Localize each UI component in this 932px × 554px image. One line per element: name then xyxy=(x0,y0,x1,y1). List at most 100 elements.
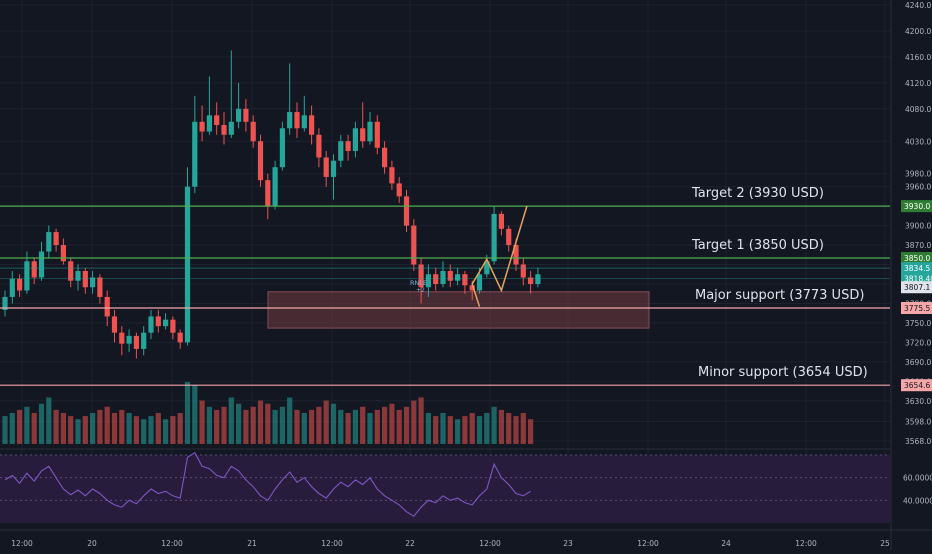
x-axis-labels: 12:00 20 12:00 21 12:00 22 12:00 23 12:00 24 12:00… xyxy=(11,539,890,548)
level-label-target2: Target 2 (3930 USD) xyxy=(691,186,824,201)
volume-bar xyxy=(2,416,8,444)
volume-bar xyxy=(163,419,169,444)
volume-bar xyxy=(506,413,512,444)
x-tick-label: 12:00 xyxy=(321,539,343,548)
candle-body xyxy=(126,335,132,344)
candle-body xyxy=(53,232,59,246)
candle-body xyxy=(382,147,388,168)
volume-bar xyxy=(75,419,81,444)
y-tick-label: 4240.0 xyxy=(905,1,931,10)
y-tick-label: 3568.0 xyxy=(905,437,931,446)
candle-body xyxy=(9,278,15,297)
volume-bar xyxy=(46,397,52,444)
candle-body xyxy=(462,274,468,286)
candle-body xyxy=(498,213,504,229)
candle-body xyxy=(476,274,483,291)
candle-body xyxy=(111,316,118,333)
candle-body xyxy=(90,277,96,288)
candle-body xyxy=(418,264,424,288)
volume-bar xyxy=(257,400,264,444)
annotation-sublabel: +2 xyxy=(416,287,425,294)
x-tick-label: 21 xyxy=(247,539,257,548)
support-zone-rect xyxy=(267,291,650,329)
annotation-label: RNLE xyxy=(410,279,427,287)
volume-bar xyxy=(425,413,431,444)
candle-body xyxy=(294,112,300,129)
volume-bar xyxy=(38,403,45,444)
volume-bar xyxy=(236,403,242,444)
volume-bar xyxy=(148,416,154,444)
candle-body xyxy=(75,271,81,281)
volume-bar xyxy=(316,406,322,444)
volume-bar xyxy=(31,413,37,444)
y-tick-label: 3870.0 xyxy=(905,241,931,250)
candle-body xyxy=(330,160,337,177)
candle-body xyxy=(155,316,161,327)
volume-bar xyxy=(228,397,234,444)
volume-bar xyxy=(68,416,74,444)
candle-body xyxy=(199,121,205,132)
candle-body xyxy=(250,121,256,142)
candle-body xyxy=(97,277,103,297)
y-tick-label: 3720.0 xyxy=(905,338,931,347)
candle-body xyxy=(345,141,351,151)
volume-bar xyxy=(17,409,23,444)
volume-bar xyxy=(323,400,329,444)
volume-bar xyxy=(177,413,183,444)
candle-body xyxy=(425,274,431,288)
volume-bar xyxy=(447,416,453,444)
candle-body xyxy=(184,186,191,343)
volume-bar xyxy=(60,413,66,444)
volume-bar xyxy=(352,409,358,444)
volume-bar xyxy=(104,406,110,444)
candle-body xyxy=(352,128,358,151)
volume-bar xyxy=(345,413,351,444)
volume-bar xyxy=(528,419,534,444)
candle-body xyxy=(2,296,8,310)
volume-bar xyxy=(243,409,249,444)
volume-bar xyxy=(24,406,30,444)
candle-body xyxy=(360,128,366,142)
y-tick-label: 3900.0 xyxy=(905,222,931,231)
rsi-tick-label: 60.0000 xyxy=(903,474,932,483)
volume-bar xyxy=(214,409,220,444)
candle-body xyxy=(513,245,519,265)
volume-bar xyxy=(170,416,176,444)
volume-bar xyxy=(141,419,147,444)
x-tick-label: 22 xyxy=(405,539,415,548)
candle-body xyxy=(38,251,45,278)
axis-tag-extra xyxy=(901,281,932,294)
volume-bar xyxy=(418,397,424,444)
volume-bar xyxy=(111,413,118,444)
volume-bar xyxy=(411,400,417,444)
x-tick-label: 12:00 xyxy=(11,539,33,548)
x-tick-label: 20 xyxy=(87,539,97,548)
candle-body xyxy=(177,332,183,343)
candle-body xyxy=(411,225,417,265)
y-tick-label: 3598.0 xyxy=(905,418,931,427)
candles xyxy=(2,50,541,359)
volume-bar xyxy=(367,413,373,444)
volume-bar xyxy=(287,397,293,444)
candle-body xyxy=(214,115,220,126)
volume-bar xyxy=(433,416,439,444)
volume-bar xyxy=(498,409,504,444)
candle-body xyxy=(367,121,373,142)
candle-body xyxy=(31,261,37,278)
volume-bar xyxy=(184,382,191,444)
volume-bar xyxy=(97,409,103,444)
candle-body xyxy=(535,274,541,284)
axis-tag-extra-text: 3818.40 xyxy=(904,275,932,284)
volume-bar xyxy=(491,406,497,444)
volume-bar xyxy=(9,413,15,444)
volume-bar xyxy=(360,406,366,444)
volume-bar xyxy=(301,413,307,444)
candle-body xyxy=(433,274,439,284)
volume-bar xyxy=(119,409,125,444)
candle-body xyxy=(133,335,139,349)
x-tick-label: 12:00 xyxy=(479,539,501,548)
axis-tag-text-target2: 3930.0 xyxy=(904,202,930,211)
candle-body xyxy=(287,112,293,129)
